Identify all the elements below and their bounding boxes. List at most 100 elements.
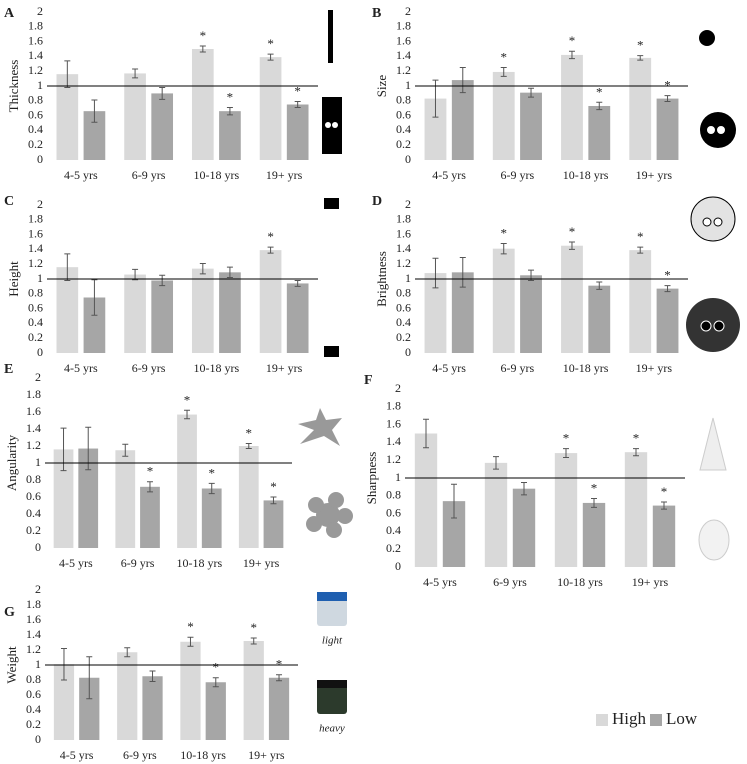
icon-cone <box>699 417 727 471</box>
x-tick-label: 10-18 yrs <box>557 575 603 589</box>
bar <box>124 274 146 353</box>
y-tick-label: 1.2 <box>396 63 411 77</box>
error-bar <box>294 279 301 287</box>
error-bar <box>500 242 507 255</box>
y-tick-label: 1.8 <box>396 212 411 226</box>
error-bar <box>568 241 575 250</box>
y-tick-label: 0.2 <box>28 137 43 151</box>
bar <box>652 505 676 567</box>
y-tick-label: 1 <box>35 455 41 469</box>
panel-label: G <box>4 605 15 620</box>
y-tick-label: 0.6 <box>28 107 43 121</box>
panel-label: D <box>372 194 382 209</box>
icon-high <box>324 198 339 209</box>
x-tick-label: 4-5 yrs <box>432 168 466 182</box>
x-tick-label: 4-5 yrs <box>64 168 98 182</box>
bar <box>191 49 214 160</box>
error-bar <box>122 443 129 457</box>
icon-small <box>699 30 715 46</box>
error-bar <box>91 99 98 123</box>
error-bar <box>432 257 439 289</box>
significance-marker: * <box>200 28 207 43</box>
bar <box>56 267 79 353</box>
y-tick-label: 0.6 <box>26 687 41 701</box>
y-tick-label: 1.6 <box>26 612 41 626</box>
y-tick-label: 0 <box>37 152 43 166</box>
legend-swatch <box>650 714 662 726</box>
significance-marker: * <box>276 657 283 672</box>
y-tick-label: 0.8 <box>396 93 411 107</box>
error-bar <box>270 496 277 505</box>
bar <box>554 453 578 567</box>
legend-label: Low <box>666 709 698 728</box>
error-bar <box>563 448 569 459</box>
icon-flower <box>306 492 353 538</box>
bar <box>53 664 75 740</box>
y-tick-label: 0.4 <box>386 523 401 537</box>
error-bar <box>664 285 671 293</box>
error-bar <box>159 274 166 287</box>
y-tick-label: 2 <box>35 370 41 384</box>
y-tick-label: 0 <box>35 732 41 746</box>
y-tick-label: 0 <box>405 345 411 359</box>
bar <box>124 73 146 160</box>
significance-marker: * <box>664 78 671 93</box>
y-tick-label: 1.8 <box>26 597 41 611</box>
significance-marker: * <box>270 479 277 494</box>
error-bar <box>60 648 67 681</box>
x-tick-label: 4-5 yrs <box>432 361 466 375</box>
bar <box>53 449 74 548</box>
error-bar <box>267 53 274 61</box>
bar <box>238 446 259 548</box>
bar <box>56 74 79 160</box>
significance-marker: * <box>267 36 274 51</box>
y-tick-label: 0.6 <box>386 505 401 519</box>
y-tick-label: 2 <box>405 4 411 18</box>
error-bar <box>64 60 71 88</box>
y-axis-label: Size <box>374 75 389 98</box>
y-tick-label: 1 <box>405 271 411 285</box>
significance-marker: * <box>637 38 644 53</box>
error-bar <box>250 637 257 645</box>
bar <box>268 677 290 740</box>
error-bar <box>664 95 671 103</box>
error-bar <box>132 68 139 79</box>
significance-marker: * <box>637 229 644 244</box>
bar <box>520 92 542 160</box>
significance-marker: * <box>250 620 257 635</box>
error-bar <box>184 409 191 420</box>
x-tick-label: 10-18 yrs <box>194 361 240 375</box>
y-tick-label: 1 <box>37 271 43 285</box>
x-tick-label: 4-5 yrs <box>423 575 457 589</box>
panel-label: B <box>372 6 381 21</box>
x-tick-label: 19+ yrs <box>266 361 303 375</box>
error-bar <box>212 677 219 688</box>
y-tick-label: 0.2 <box>396 330 411 344</box>
bar <box>588 285 611 353</box>
y-tick-label: 0.4 <box>396 315 411 329</box>
significance-marker: * <box>187 619 194 634</box>
y-tick-label: 0.2 <box>28 330 43 344</box>
y-tick-label: 2 <box>405 197 411 211</box>
legend-label: High <box>612 709 647 728</box>
y-tick-label: 0.4 <box>396 122 411 136</box>
x-tick-label: 6-9 yrs <box>121 556 155 570</box>
y-tick-label: 0.8 <box>28 286 43 300</box>
bar <box>180 641 201 740</box>
y-axis-label: Angularity <box>4 434 19 491</box>
bar <box>201 488 222 548</box>
error-bar <box>199 45 206 53</box>
y-tick-label: 1.6 <box>396 226 411 240</box>
x-tick-label: 10-18 yrs <box>177 556 223 570</box>
error-bar <box>64 253 71 281</box>
error-bar <box>637 55 644 61</box>
bar <box>83 111 106 160</box>
panel-label: E <box>4 362 13 377</box>
bar <box>259 250 282 353</box>
panel-label: F <box>364 373 373 388</box>
x-tick-label: 19+ yrs <box>243 556 280 570</box>
y-tick-label: 0.2 <box>26 523 41 537</box>
bar <box>512 488 536 567</box>
bar <box>151 280 174 353</box>
